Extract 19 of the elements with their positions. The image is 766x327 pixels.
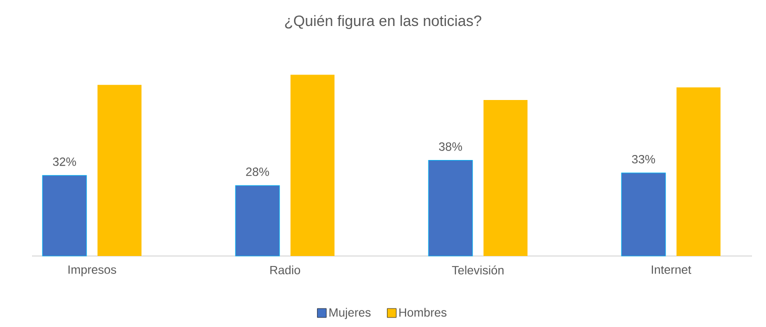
bar [676, 87, 721, 256]
bar [484, 100, 528, 256]
data-label: 38% [438, 142, 462, 151]
bar [235, 185, 280, 256]
x-tick-label: Internet [652, 266, 692, 274]
x-tick-label: Televisión [452, 266, 504, 274]
bar [290, 74, 335, 256]
bar [428, 160, 473, 256]
chart-title: ¿Quién figura en las noticias? [285, 14, 482, 30]
x-tick-label: Impresos [68, 266, 116, 276]
bar [42, 175, 87, 256]
bar [621, 172, 666, 256]
bar [98, 84, 142, 256]
data-label: 28% [246, 168, 270, 176]
x-tick-label: Radio [270, 266, 300, 274]
legend-label: Hombres [399, 308, 446, 317]
data-label: 33% [632, 154, 656, 164]
data-label: 32% [52, 157, 76, 166]
legend-label: Mujeres [329, 308, 371, 320]
